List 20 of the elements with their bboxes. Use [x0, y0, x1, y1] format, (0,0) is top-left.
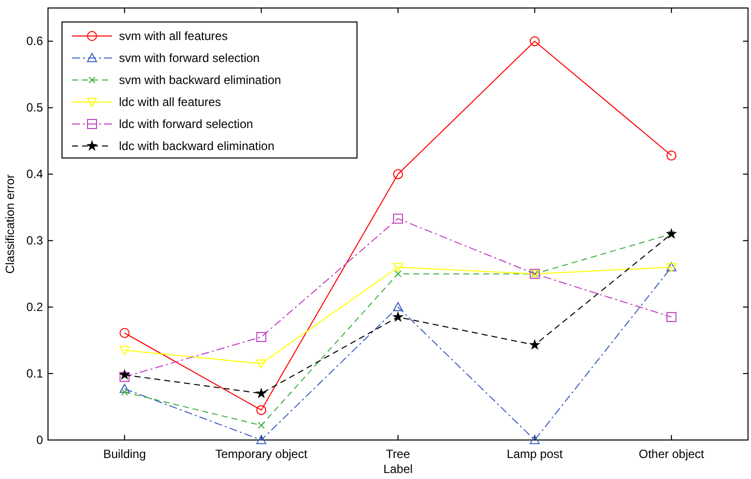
legend-label: ldc with forward selection [119, 117, 254, 131]
y-tick-label: 0.5 [26, 100, 44, 115]
x-tick-label: Lamp post [506, 447, 564, 461]
y-tick-label: 0.6 [26, 34, 44, 48]
x-axis-title: Label [383, 462, 413, 476]
legend-label: ldc with backward elimination [119, 139, 274, 153]
x-tick-label: Other object [638, 447, 705, 461]
y-tick-label: 0.1 [26, 366, 44, 381]
legend-label: ldc with all features [119, 95, 222, 109]
x-tick-label: Tree [386, 447, 410, 461]
x-tick-label: Temporary object [215, 447, 308, 461]
legend-label: svm with forward selection [119, 51, 260, 65]
y-tick-label: 0.4 [26, 167, 44, 182]
y-axis-title: Classification error [3, 174, 17, 274]
y-tick-label: 0.3 [26, 234, 44, 248]
legend-label: svm with backward elimination [119, 73, 282, 87]
y-tick-label: 0 [36, 433, 44, 447]
legend-label: svm with all features [119, 29, 228, 43]
y-tick-label: 0.2 [26, 300, 44, 314]
x-tick-label: Building [103, 447, 146, 461]
